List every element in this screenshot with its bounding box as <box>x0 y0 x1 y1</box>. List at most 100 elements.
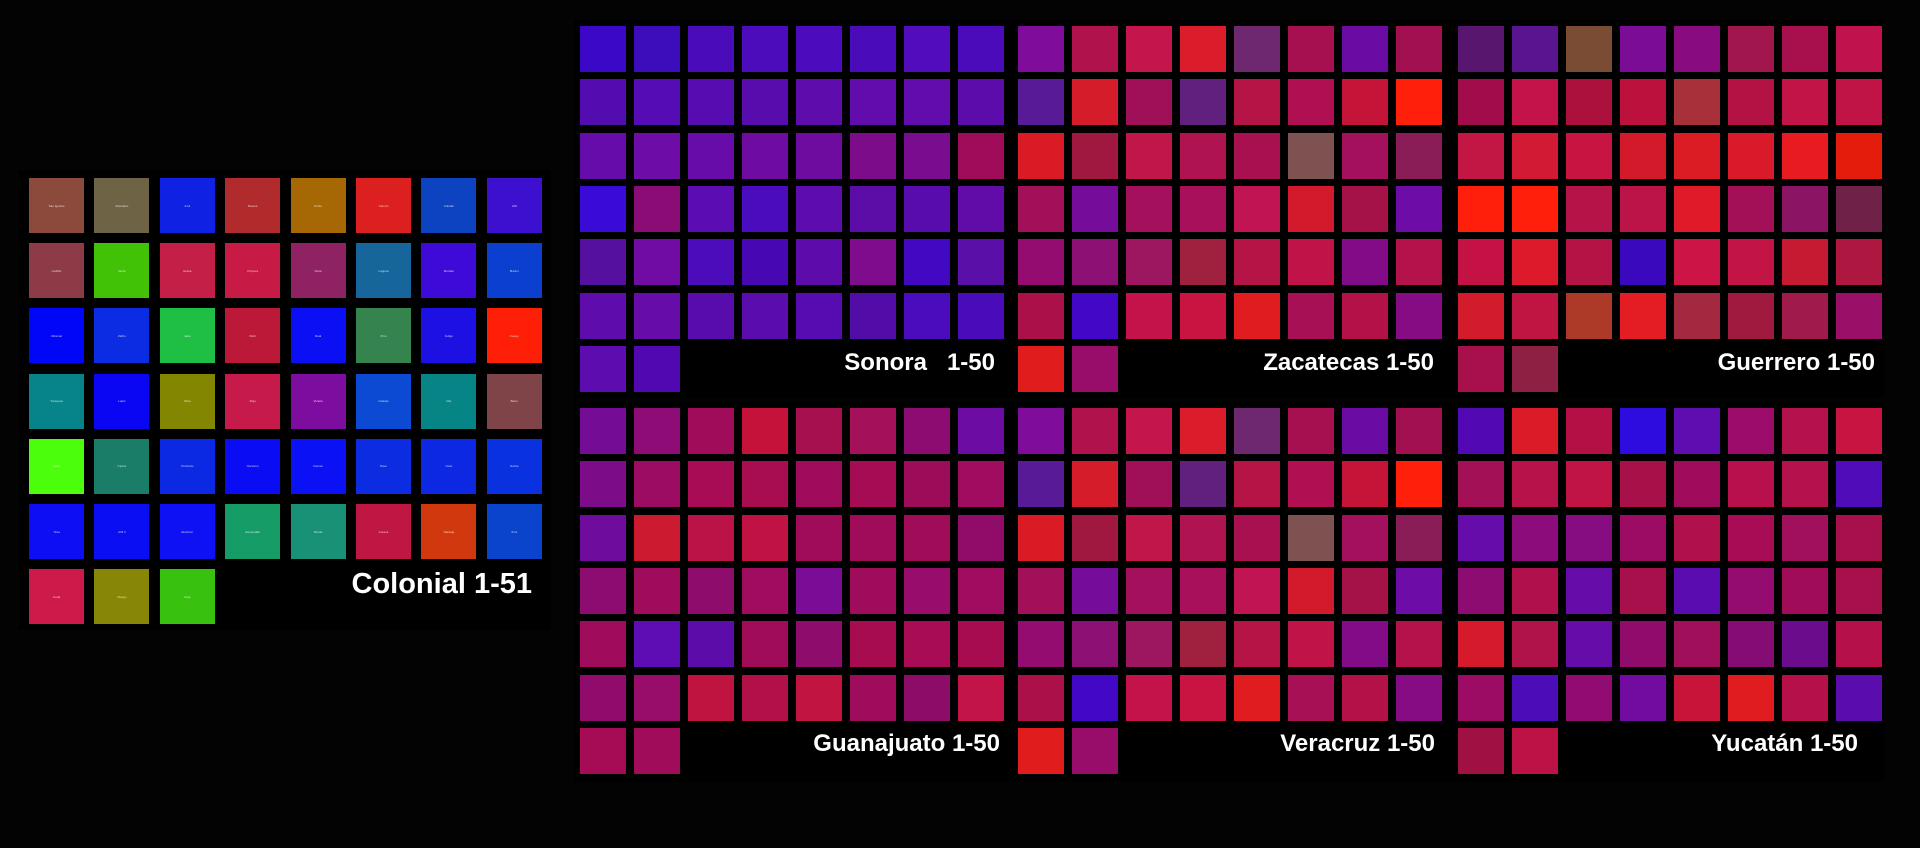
color-swatch <box>958 408 1004 454</box>
color-swatch: Naranja <box>421 504 477 559</box>
color-swatch <box>742 567 788 614</box>
color-swatch <box>1342 26 1388 72</box>
color-swatch <box>742 239 788 286</box>
color-swatch <box>688 674 734 721</box>
color-swatch <box>1180 292 1226 339</box>
color-swatch: Cereza <box>356 504 411 559</box>
color-swatch <box>580 567 626 614</box>
color-swatch: Carmín <box>356 178 411 233</box>
color-swatch <box>742 621 788 668</box>
color-swatch <box>1512 621 1558 668</box>
color-swatch <box>1566 461 1612 508</box>
color-swatch <box>1620 674 1666 721</box>
panel-title-veracruz: Veracruz 1-50 <box>1280 729 1435 757</box>
color-swatch <box>1018 239 1064 286</box>
color-swatch <box>1342 79 1388 126</box>
color-swatch <box>1566 674 1612 721</box>
color-swatch: Noche <box>486 438 542 494</box>
color-swatch <box>1836 567 1882 614</box>
color-swatch: Fuego <box>486 308 542 364</box>
color-swatch <box>1234 292 1280 339</box>
color-swatch: Azul <box>159 178 215 233</box>
color-swatch <box>580 239 626 286</box>
color-swatch <box>796 292 842 339</box>
color-swatch <box>634 26 680 72</box>
color-swatch: Menta <box>290 504 346 559</box>
color-swatch <box>1512 567 1558 614</box>
color-swatch <box>580 292 626 339</box>
color-swatch <box>1126 514 1172 561</box>
color-swatch: Marino <box>486 243 542 299</box>
color-swatch: Nocturno <box>225 438 281 494</box>
color-swatch <box>1018 185 1064 232</box>
color-swatch <box>1566 567 1612 614</box>
color-swatch <box>1458 461 1504 508</box>
color-swatch <box>1512 345 1558 392</box>
color-swatch <box>904 567 950 614</box>
panel-title-zacatecas: Zacatecas 1-50 <box>1263 348 1434 376</box>
color-swatch <box>1396 674 1442 721</box>
color-swatch <box>1018 345 1064 392</box>
color-swatch <box>1620 567 1666 614</box>
color-swatch <box>1566 621 1612 668</box>
color-swatch: Eléctrico <box>159 504 215 559</box>
color-swatch <box>1458 239 1504 286</box>
color-swatch <box>1342 461 1388 508</box>
color-swatch <box>1512 292 1558 339</box>
color-swatch <box>958 292 1004 339</box>
color-swatch <box>1620 621 1666 668</box>
color-swatch <box>634 621 680 668</box>
color-swatch: Hoja <box>159 569 215 625</box>
color-swatch <box>1728 514 1774 561</box>
color-swatch <box>1782 239 1828 286</box>
color-swatch <box>1620 132 1666 179</box>
color-swatch <box>688 239 734 286</box>
color-swatch <box>1180 26 1226 72</box>
color-swatch <box>1126 674 1172 721</box>
color-swatch <box>850 26 896 72</box>
color-swatch <box>850 621 896 668</box>
color-swatch <box>1782 461 1828 508</box>
color-swatch <box>1342 185 1388 232</box>
color-swatch <box>1072 514 1118 561</box>
color-swatch <box>1674 461 1720 508</box>
color-swatch <box>1512 461 1558 508</box>
color-swatch: Jade <box>159 308 215 364</box>
color-swatch <box>1674 567 1720 614</box>
color-swatch: Ciprés <box>94 438 150 494</box>
color-swatch <box>742 79 788 126</box>
color-swatch <box>1072 727 1118 774</box>
color-swatch <box>1396 461 1442 508</box>
color-swatch: Esmeralda <box>225 504 281 559</box>
color-swatch <box>1234 79 1280 126</box>
color-swatch <box>1512 408 1558 454</box>
color-swatch: Añil <box>486 178 542 233</box>
color-swatch <box>1018 79 1064 126</box>
color-swatch <box>958 239 1004 286</box>
color-swatch <box>796 461 842 508</box>
color-swatch: Lima <box>29 438 84 494</box>
color-swatch <box>1396 621 1442 668</box>
color-swatch: Mar <box>421 373 477 429</box>
color-swatch <box>904 621 950 668</box>
color-swatch <box>1836 408 1882 454</box>
color-swatch <box>1342 239 1388 286</box>
color-swatch <box>742 674 788 721</box>
color-swatch <box>904 132 950 179</box>
color-swatch <box>1782 621 1828 668</box>
color-swatch <box>688 26 734 72</box>
color-swatch <box>1072 461 1118 508</box>
color-swatch <box>580 674 626 721</box>
color-swatch: Oliva <box>159 373 215 429</box>
color-swatch <box>1674 239 1720 286</box>
color-swatch <box>1836 239 1882 286</box>
color-swatch <box>904 408 950 454</box>
color-swatch <box>850 292 896 339</box>
color-swatch <box>1674 185 1720 232</box>
color-swatch <box>1288 132 1334 179</box>
color-swatch: Cobalto <box>421 178 477 233</box>
color-swatch <box>1180 185 1226 232</box>
color-swatch: Ladrillo <box>29 243 84 299</box>
color-swatch <box>1566 408 1612 454</box>
color-swatch <box>634 408 680 454</box>
